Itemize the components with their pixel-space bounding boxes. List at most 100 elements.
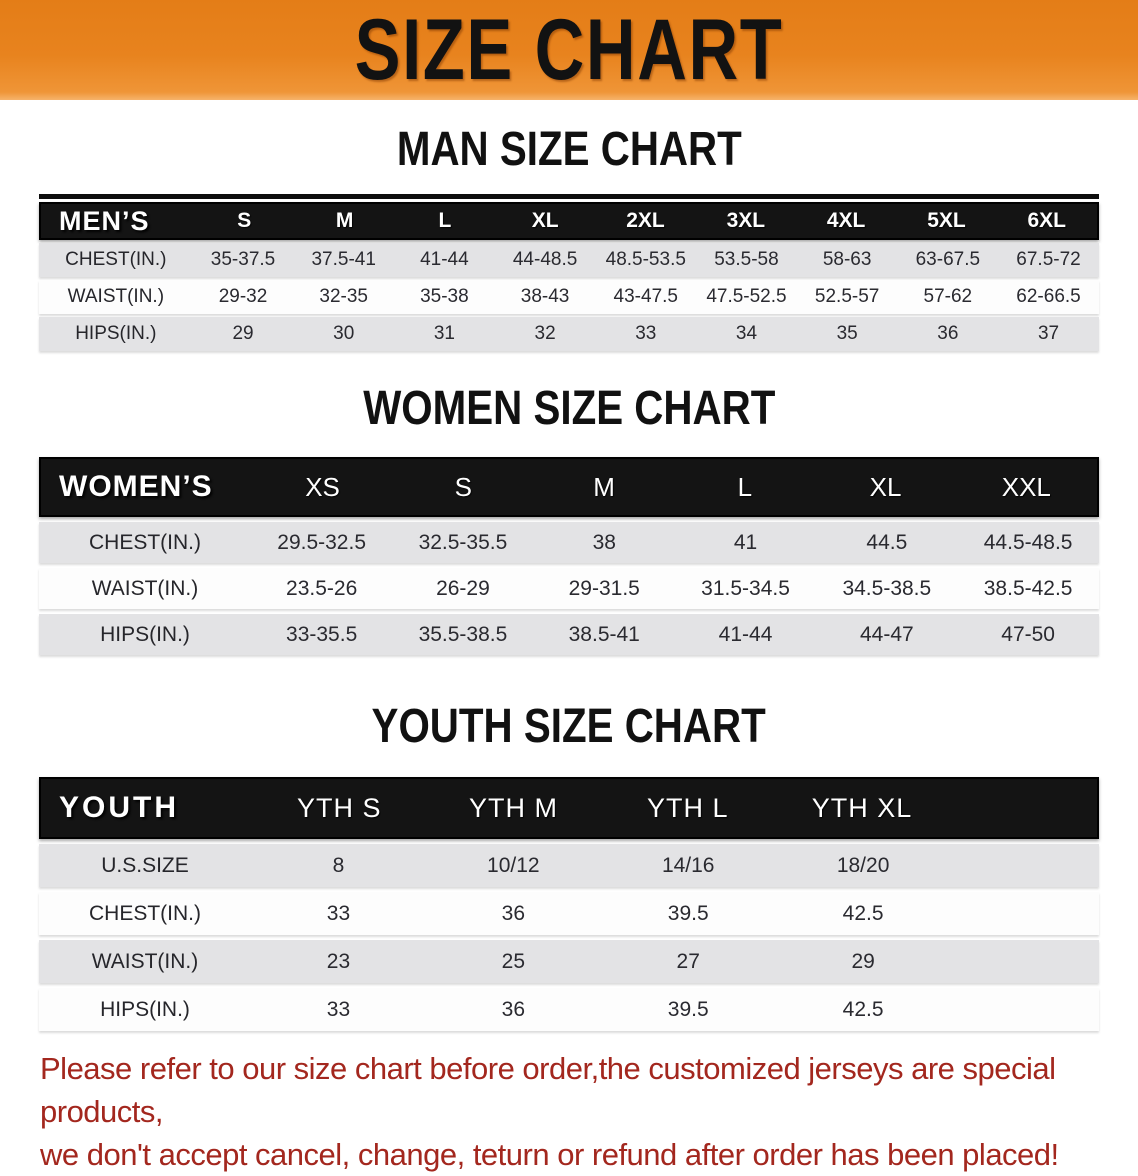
- size-column-header: L: [438, 209, 452, 232]
- measurement-value: 18/20: [836, 853, 890, 877]
- table-row: HIPS(IN.) 33 36 39.5 42.5: [39, 988, 1099, 1031]
- measurement-value: 53.5-58: [714, 249, 779, 270]
- table-row: WAIST(IN.) 23.5-26 26-29 29-31.5 31.5-34.5 34…: [39, 568, 1099, 609]
- size-column-header: YTH XL: [811, 792, 913, 823]
- measurement-label: CHEST(IN.): [89, 530, 201, 554]
- measurement-label: HIPS(IN.): [100, 622, 190, 646]
- measurement-label: CHEST(IN.): [65, 249, 167, 270]
- measurement-value: 32-35: [319, 286, 369, 307]
- size-column-header: YTH L: [647, 792, 729, 823]
- table-row: HIPS(IN.) 29 30 31 32 33 34 35 36 37: [39, 317, 1099, 351]
- measurement-value: 39.5: [667, 901, 709, 925]
- order-policy-line-1: Please refer to our size chart before or…: [40, 1051, 1056, 1129]
- measurement-value: 10/12: [487, 853, 540, 877]
- measurement-value: 33: [635, 323, 657, 344]
- women-section-title-text: WOMEN SIZE CHART: [362, 382, 776, 435]
- table-row: U.S.SIZE 8 10/12 14/16 18/20: [39, 844, 1099, 887]
- size-column-header: 4XL: [826, 209, 866, 232]
- table-group-label: YOUTH: [59, 791, 179, 824]
- size-column-header: YTH M: [469, 792, 559, 823]
- measurement-value: 37.5-41: [311, 249, 376, 270]
- measurement-value: 35-37.5: [210, 249, 276, 270]
- measurement-value: 29-31.5: [568, 576, 640, 600]
- measurement-value: 57-62: [923, 286, 973, 307]
- measurement-value: 14/16: [661, 853, 715, 877]
- measurement-value: 44.5-48.5: [983, 530, 1073, 554]
- measurement-value: 39.5: [667, 997, 709, 1021]
- measurement-value: 35.5-38.5: [418, 622, 508, 646]
- measurement-value: 36: [937, 323, 959, 344]
- measurement-value: 58-63: [822, 249, 872, 270]
- order-policy-note: Please refer to our size chart before or…: [40, 1047, 1110, 1176]
- size-column-header: YTH S: [297, 792, 382, 823]
- table-header-row: YOUTH YTH S YTH M YTH L YTH XL: [39, 777, 1099, 839]
- measurement-label: HIPS(IN.): [75, 323, 157, 344]
- youth-size-table: YOUTH YTH S YTH M YTH L YTH XL U.S.SIZE 8 10/12…: [39, 777, 1099, 1031]
- measurement-value: 35-38: [420, 286, 469, 307]
- size-column-header: 2XL: [626, 209, 665, 232]
- size-column-header: L: [737, 471, 753, 502]
- size-column-header: S: [237, 209, 252, 232]
- measurement-label: WAIST(IN.): [91, 576, 199, 600]
- measurement-label: HIPS(IN.): [100, 997, 190, 1021]
- size-column-header: S: [454, 471, 472, 502]
- measurement-value: 63-67.5: [915, 249, 981, 270]
- measurement-value: 33: [326, 997, 351, 1021]
- size-column-header: 6XL: [1027, 209, 1067, 232]
- measurement-value: 32.5-35.5: [418, 530, 508, 554]
- measurement-value: 29-32: [218, 286, 268, 307]
- measurement-label: WAIST(IN.): [67, 286, 165, 307]
- measurement-value: 29: [232, 323, 254, 344]
- size-column-header: M: [593, 471, 615, 502]
- measurement-value: 52.5-57: [814, 286, 880, 307]
- measurement-value: 30: [333, 323, 355, 344]
- women-section-title: WOMEN SIZE CHART: [0, 383, 1138, 435]
- measurement-value: 34: [735, 323, 758, 344]
- table-row: WAIST(IN.) 29-32 32-35 35-38 38-43 43-47.5 47.…: [39, 280, 1099, 314]
- measurement-value: 32: [534, 323, 556, 344]
- measurement-value: 36: [501, 997, 526, 1021]
- measurement-value: 27: [676, 949, 700, 973]
- size-column-header: 3XL: [726, 209, 766, 232]
- man-section-title: MAN SIZE CHART: [0, 124, 1138, 176]
- measurement-label: WAIST(IN.): [91, 949, 199, 973]
- measurement-value: 41: [733, 530, 758, 554]
- measurement-value: 44.5: [866, 530, 908, 554]
- size-column-header: XXL: [1001, 471, 1051, 502]
- youth-section-title: YOUTH SIZE CHART: [0, 701, 1138, 753]
- measurement-value: 67.5-72: [1016, 249, 1081, 270]
- measurement-value: 33: [326, 901, 351, 925]
- measurement-value: 35: [836, 323, 858, 344]
- table-row: HIPS(IN.) 33-35.5 35.5-38.5 38.5-41 41-44 44-…: [39, 614, 1099, 655]
- measurement-value: 42.5: [842, 901, 884, 925]
- measurement-value: 8: [332, 853, 345, 877]
- table-header-row: MEN’S S M L XL 2XL 3XL 4XL 5XL 6XL: [39, 202, 1099, 240]
- measurement-value: 41-44: [420, 249, 469, 270]
- measurement-value: 47.5-52.5: [706, 286, 787, 307]
- mens-size-table: MEN’S S M L XL 2XL 3XL 4XL 5XL 6XL CHEST(IN.) 35-37…: [39, 194, 1099, 351]
- measurement-value: 41-44: [718, 622, 773, 646]
- measurement-value: 62-66.5: [1016, 286, 1081, 307]
- measurement-value: 38: [592, 530, 616, 554]
- measurement-value: 47-50: [1001, 622, 1055, 646]
- measurement-value: 31: [433, 323, 455, 344]
- size-column-header: XS: [305, 471, 340, 502]
- measurement-value: 37: [1037, 323, 1060, 344]
- measurement-value: 38.5-42.5: [983, 576, 1073, 600]
- table-row: CHEST(IN.) 33 36 39.5 42.5: [39, 892, 1099, 935]
- measurement-value: 33-35.5: [286, 622, 358, 646]
- size-column-header: XL: [869, 471, 902, 502]
- order-policy-line-2: we don't accept cancel, change, teturn o…: [40, 1137, 1059, 1172]
- measurement-value: 34.5-38.5: [842, 576, 932, 600]
- measurement-value: 38.5-41: [568, 622, 640, 646]
- womens-size-table: WOMEN’S XS S M L XL XXL CHEST(IN.) 29.5-32.5 32.5…: [39, 457, 1099, 655]
- table-row: CHEST(IN.) 29.5-32.5 32.5-35.5 38 41 44.5 44.5…: [39, 522, 1099, 563]
- measurement-value: 42.5: [842, 997, 884, 1021]
- measurement-value: 31.5-34.5: [701, 576, 790, 600]
- size-column-header: XL: [531, 209, 559, 232]
- measurement-value: 44-48.5: [512, 249, 578, 270]
- mens-table-top-rule: [39, 194, 1099, 199]
- measurement-value: 29.5-32.5: [277, 530, 367, 554]
- size-chart-banner: SIZE CHART: [0, 0, 1138, 100]
- youth-section-title-text: YOUTH SIZE CHART: [371, 700, 767, 753]
